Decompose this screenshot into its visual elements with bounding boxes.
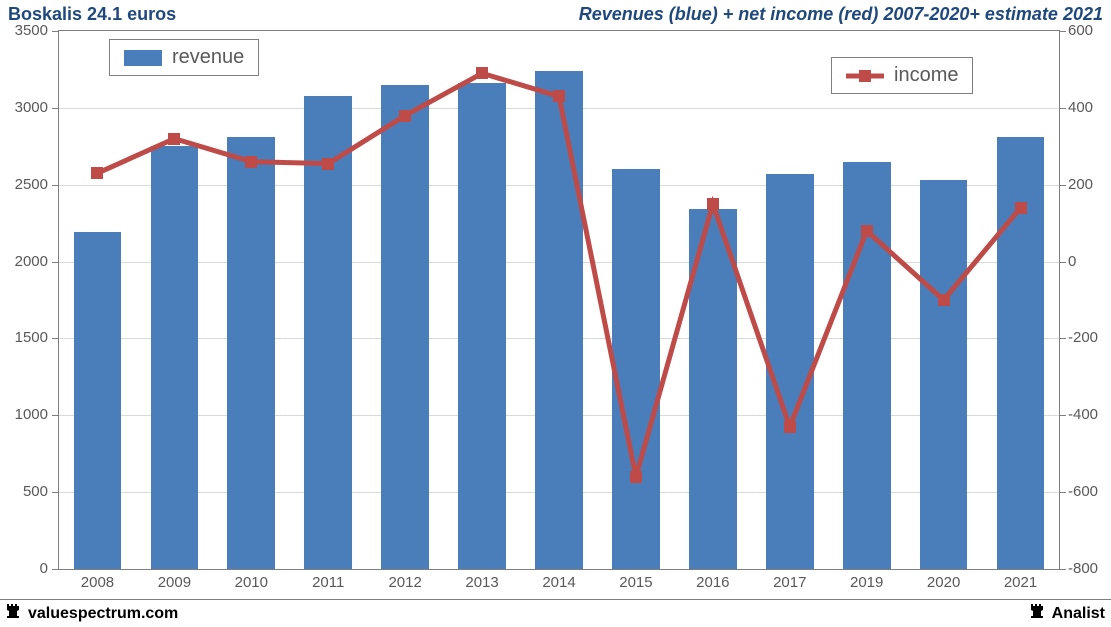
income-marker [476, 67, 488, 79]
y1-label: 0 [0, 560, 48, 577]
legend-label: income [894, 64, 958, 87]
y1-label: 1000 [0, 406, 48, 423]
revenue-bar [381, 85, 429, 569]
income-marker [322, 158, 334, 170]
revenue-bar [535, 71, 583, 569]
income-marker [707, 198, 719, 210]
y1-tick [52, 108, 58, 109]
revenue-bar [689, 209, 737, 569]
revenue-bar [766, 174, 814, 569]
title-right: Revenues (blue) + net income (red) 2007-… [579, 4, 1103, 25]
x-label: 2019 [850, 574, 883, 591]
footer-right-text: Analist [1052, 605, 1105, 623]
revenue-bar [458, 83, 506, 569]
legend-swatch-bar [124, 50, 162, 66]
y2-label: -200 [1068, 329, 1098, 346]
x-label: 2016 [696, 574, 729, 591]
y1-label: 2500 [0, 176, 48, 193]
footer-right: Analist [1030, 602, 1105, 625]
y1-tick [52, 262, 58, 263]
x-label: 2020 [927, 574, 960, 591]
income-marker [938, 294, 950, 306]
x-label: 2013 [465, 574, 498, 591]
y2-label: -400 [1068, 406, 1098, 423]
revenue-bar [151, 146, 199, 569]
footer-bar: valuespectrum.com Analist [0, 599, 1111, 627]
y1-tick [52, 338, 58, 339]
income-marker [168, 133, 180, 145]
legend-revenue: revenue [109, 39, 259, 76]
y1-tick [52, 185, 58, 186]
x-label: 2012 [388, 574, 421, 591]
chart-frame: Boskalis 24.1 euros Revenues (blue) + ne… [0, 0, 1111, 627]
y1-label: 1500 [0, 329, 48, 346]
rook-icon [1030, 602, 1046, 625]
income-marker [1015, 202, 1027, 214]
income-marker [399, 110, 411, 122]
x-label: 2017 [773, 574, 806, 591]
y2-label: 400 [1068, 99, 1093, 116]
legend-swatch-line [846, 68, 884, 84]
legend-income: income [831, 57, 973, 94]
footer-left: valuespectrum.com [6, 602, 178, 625]
y2-label: -600 [1068, 483, 1098, 500]
y1-tick [52, 492, 58, 493]
revenue-bar [920, 180, 968, 569]
income-marker [784, 421, 796, 433]
y2-tick [1060, 31, 1066, 32]
y1-label: 3000 [0, 99, 48, 116]
x-label: 2010 [235, 574, 268, 591]
legend-label: revenue [172, 46, 244, 69]
y1-tick [52, 31, 58, 32]
income-marker [861, 225, 873, 237]
y2-label: -800 [1068, 560, 1098, 577]
y2-tick [1060, 415, 1066, 416]
income-marker [553, 90, 565, 102]
revenue-bar [612, 169, 660, 569]
y2-label: 600 [1068, 22, 1093, 39]
y2-tick [1060, 492, 1066, 493]
y2-label: 0 [1068, 253, 1076, 270]
y1-label: 500 [0, 483, 48, 500]
revenue-bar [74, 232, 122, 569]
footer-left-text: valuespectrum.com [28, 605, 178, 623]
revenue-bar [227, 137, 275, 569]
title-bar: Boskalis 24.1 euros Revenues (blue) + ne… [0, 0, 1111, 28]
income-marker [630, 471, 642, 483]
y1-label: 2000 [0, 253, 48, 270]
y2-tick [1060, 185, 1066, 186]
income-marker [91, 167, 103, 179]
x-label: 2009 [158, 574, 191, 591]
y1-label: 3500 [0, 22, 48, 39]
x-label: 2008 [81, 574, 114, 591]
y2-tick [1060, 108, 1066, 109]
y1-tick [52, 569, 58, 570]
x-label: 2015 [619, 574, 652, 591]
income-marker [245, 156, 257, 168]
y1-tick [52, 415, 58, 416]
x-label: 2021 [1004, 574, 1037, 591]
plot-area: revenue income [58, 30, 1060, 570]
x-label: 2011 [312, 574, 344, 591]
y2-tick [1060, 569, 1066, 570]
rook-icon [6, 602, 22, 625]
y2-label: 200 [1068, 176, 1093, 193]
y2-tick [1060, 338, 1066, 339]
revenue-bar [843, 162, 891, 569]
x-label: 2014 [542, 574, 575, 591]
y2-tick [1060, 262, 1066, 263]
